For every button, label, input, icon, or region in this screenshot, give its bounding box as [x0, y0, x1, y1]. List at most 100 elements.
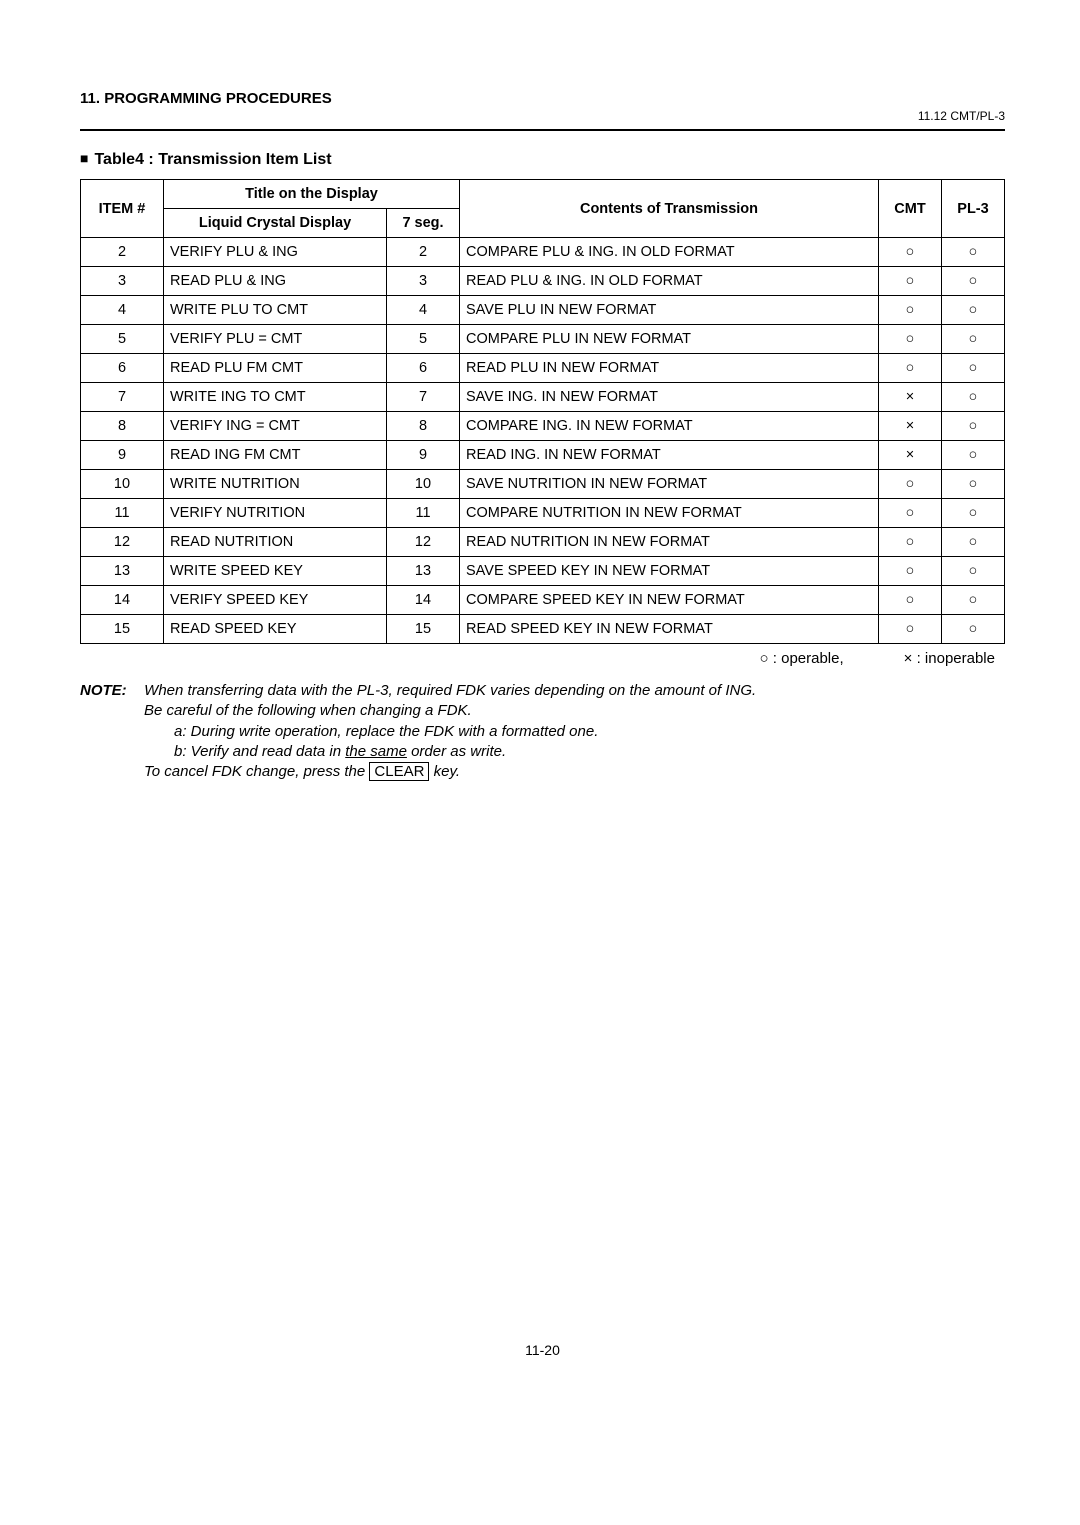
cell-lcd: VERIFY SPEED KEY [164, 586, 387, 615]
cell-seg: 7 [387, 383, 460, 412]
cell-seg: 8 [387, 412, 460, 441]
cell-pl3: ○ [942, 528, 1005, 557]
cell-cmt: × [879, 441, 942, 470]
cell-pl3: ○ [942, 499, 1005, 528]
cell-contents: READ NUTRITION IN NEW FORMAT [460, 528, 879, 557]
table-row: 15READ SPEED KEY15READ SPEED KEY IN NEW … [81, 615, 1005, 644]
cell-cmt: ○ [879, 238, 942, 267]
cell-contents: SAVE PLU IN NEW FORMAT [460, 296, 879, 325]
table-row: 8VERIFY ING = CMT8COMPARE ING. IN NEW FO… [81, 412, 1005, 441]
note-line3-post: key. [429, 763, 460, 780]
cell-item: 9 [81, 441, 164, 470]
cell-cmt: ○ [879, 470, 942, 499]
cell-item: 4 [81, 296, 164, 325]
cell-lcd: READ ING FM CMT [164, 441, 387, 470]
cell-pl3: ○ [942, 325, 1005, 354]
cell-cmt: ○ [879, 586, 942, 615]
cell-cmt: ○ [879, 296, 942, 325]
cell-cmt: ○ [879, 615, 942, 644]
cell-lcd: WRITE PLU TO CMT [164, 296, 387, 325]
cell-pl3: ○ [942, 470, 1005, 499]
cell-item: 10 [81, 470, 164, 499]
cell-lcd: READ PLU & ING [164, 267, 387, 296]
note-line2: Be careful of the following when changin… [144, 701, 1005, 721]
cell-pl3: ○ [942, 267, 1005, 296]
col-item: ITEM # [81, 180, 164, 238]
legend: ○ : operable, × : inoperable [80, 650, 1005, 667]
note-item-b-pre: b: Verify and read data in [174, 743, 345, 760]
cell-contents: COMPARE SPEED KEY IN NEW FORMAT [460, 586, 879, 615]
cell-contents: SAVE SPEED KEY IN NEW FORMAT [460, 557, 879, 586]
cell-seg: 11 [387, 499, 460, 528]
table-row: 9READ ING FM CMT9READ ING. IN NEW FORMAT… [81, 441, 1005, 470]
cell-seg: 14 [387, 586, 460, 615]
col-lcd: Liquid Crystal Display [164, 209, 387, 238]
note-item-b-post: order as write. [407, 743, 506, 760]
table-row: 11VERIFY NUTRITION11COMPARE NUTRITION IN… [81, 499, 1005, 528]
cell-item: 8 [81, 412, 164, 441]
cell-pl3: ○ [942, 238, 1005, 267]
cell-seg: 10 [387, 470, 460, 499]
table-title: ■ Table4 : Transmission Item List [80, 151, 1005, 169]
circle-icon: ○ [760, 650, 769, 667]
col-title-group: Title on the Display [164, 180, 460, 209]
note-item-b: b: Verify and read data in the same orde… [174, 742, 1005, 762]
cell-seg: 15 [387, 615, 460, 644]
table-row: 10WRITE NUTRITION10SAVE NUTRITION IN NEW… [81, 470, 1005, 499]
note-block: NOTE: When transferring data with the PL… [80, 681, 1005, 782]
cell-pl3: ○ [942, 383, 1005, 412]
clear-key: CLEAR [369, 762, 429, 781]
table-row: 13WRITE SPEED KEY13SAVE SPEED KEY IN NEW… [81, 557, 1005, 586]
cell-seg: 5 [387, 325, 460, 354]
table-row: 3READ PLU & ING3READ PLU & ING. IN OLD F… [81, 267, 1005, 296]
cell-seg: 9 [387, 441, 460, 470]
col-pl3: PL-3 [942, 180, 1005, 238]
cell-pl3: ○ [942, 586, 1005, 615]
note-label: NOTE: [80, 681, 140, 701]
col-seg: 7 seg. [387, 209, 460, 238]
cell-seg: 2 [387, 238, 460, 267]
table-row: 4WRITE PLU TO CMT4SAVE PLU IN NEW FORMAT… [81, 296, 1005, 325]
table-row: 2VERIFY PLU & ING2COMPARE PLU & ING. IN … [81, 238, 1005, 267]
table-row: 12READ NUTRITION12READ NUTRITION IN NEW … [81, 528, 1005, 557]
cell-seg: 12 [387, 528, 460, 557]
cell-item: 13 [81, 557, 164, 586]
cell-cmt: ○ [879, 267, 942, 296]
cross-icon: × [904, 650, 913, 667]
cell-lcd: VERIFY PLU & ING [164, 238, 387, 267]
cell-item: 3 [81, 267, 164, 296]
cell-item: 2 [81, 238, 164, 267]
cell-contents: COMPARE PLU & ING. IN OLD FORMAT [460, 238, 879, 267]
note-line3: To cancel FDK change, press the CLEAR ke… [144, 762, 1005, 782]
cell-item: 12 [81, 528, 164, 557]
table-title-text: Table4 : Transmission Item List [94, 151, 331, 168]
cell-item: 11 [81, 499, 164, 528]
table-row: 6READ PLU FM CMT6READ PLU IN NEW FORMAT○… [81, 354, 1005, 383]
section-heading: 11. PROGRAMMING PROCEDURES [80, 90, 1005, 107]
square-bullet-icon: ■ [80, 150, 88, 166]
table-row: 14VERIFY SPEED KEY14COMPARE SPEED KEY IN… [81, 586, 1005, 615]
cell-pl3: ○ [942, 296, 1005, 325]
cell-lcd: VERIFY NUTRITION [164, 499, 387, 528]
legend-operable-text: : operable, [773, 650, 844, 667]
cell-pl3: ○ [942, 441, 1005, 470]
cell-lcd: READ PLU FM CMT [164, 354, 387, 383]
cell-pl3: ○ [942, 615, 1005, 644]
cell-contents: READ SPEED KEY IN NEW FORMAT [460, 615, 879, 644]
cell-contents: COMPARE NUTRITION IN NEW FORMAT [460, 499, 879, 528]
header-rule [80, 129, 1005, 131]
cell-seg: 4 [387, 296, 460, 325]
cell-cmt: × [879, 383, 942, 412]
cell-item: 14 [81, 586, 164, 615]
cell-cmt: ○ [879, 499, 942, 528]
cell-item: 5 [81, 325, 164, 354]
cell-contents: READ PLU IN NEW FORMAT [460, 354, 879, 383]
cell-cmt: ○ [879, 325, 942, 354]
cell-contents: SAVE ING. IN NEW FORMAT [460, 383, 879, 412]
cell-lcd: WRITE ING TO CMT [164, 383, 387, 412]
cell-contents: COMPARE ING. IN NEW FORMAT [460, 412, 879, 441]
page-number: 11-20 [80, 1342, 1005, 1358]
cell-pl3: ○ [942, 557, 1005, 586]
cell-cmt: × [879, 412, 942, 441]
legend-operable: ○ : operable, [760, 650, 844, 667]
